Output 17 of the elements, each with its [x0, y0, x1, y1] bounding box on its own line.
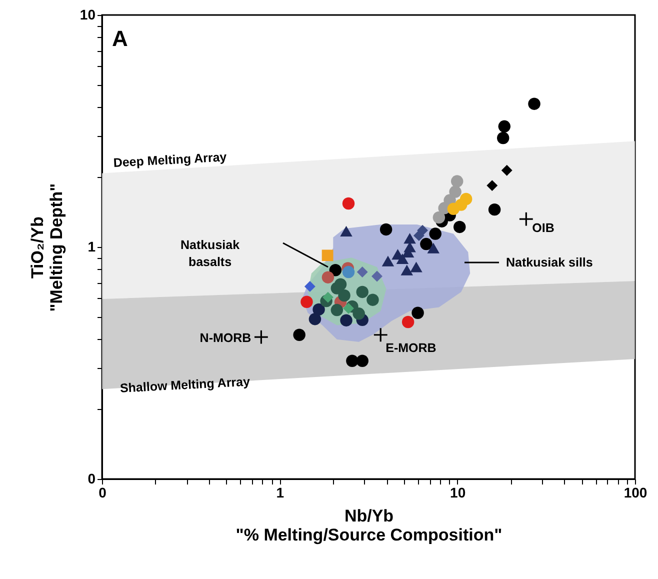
annotation: Natkusiak sills — [506, 256, 593, 270]
annotation: N-MORB — [200, 331, 252, 346]
x-tick-label: 1 — [276, 484, 284, 500]
y-tick-label: 10 — [80, 6, 96, 22]
annotation: A — [112, 26, 128, 51]
x-axis-title: Nb/Yb "% Melting/Source Composition" — [236, 506, 502, 544]
annotation: Deep Melting Array — [112, 150, 228, 170]
annotation: Natkusiak basalts — [180, 238, 240, 269]
x-tick-label: 10 — [450, 484, 466, 500]
y-axis-title: TiO₂/Yb "Melting Depth" — [28, 183, 66, 312]
x-tick-label: 0 — [98, 484, 107, 500]
annotation: OIB — [532, 221, 554, 236]
x-tick-label: 100 — [624, 484, 648, 500]
annotation: E-MORB — [386, 340, 436, 355]
y-tick-label: 1 — [88, 238, 96, 254]
y-tick-label: 0 — [88, 470, 96, 486]
annotation: Shallow Melting Array — [120, 374, 250, 396]
